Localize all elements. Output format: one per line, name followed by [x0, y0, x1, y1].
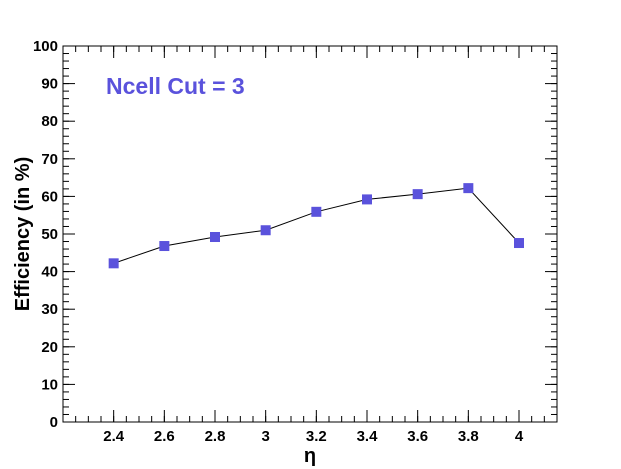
x-tick-label: 2.8: [205, 428, 226, 445]
data-point-marker: [210, 232, 220, 243]
data-point-marker: [514, 238, 524, 249]
x-tick-label: 3.2: [306, 428, 327, 445]
y-tick-label: 60: [41, 188, 58, 205]
y-tick-label: 40: [41, 264, 58, 281]
plot-frame: [62, 45, 558, 423]
y-tick-label: 0: [50, 414, 58, 431]
data-point-marker: [108, 258, 119, 269]
x-tick-label: 3.8: [458, 428, 479, 445]
x-tick-label: 3.4: [357, 428, 379, 445]
data-point-marker: [311, 206, 322, 217]
x-tick-label: 2.6: [154, 428, 175, 445]
chart-annotation: Ncell Cut = 3: [106, 73, 245, 99]
y-tick-label: 90: [41, 76, 58, 93]
x-axis-title: η: [304, 445, 316, 467]
y-tick-label: 20: [41, 339, 58, 356]
y-tick-label: 50: [41, 226, 58, 243]
x-tick-labels: 2.4 2.6 2.8 3 3.2 3.4 3.6 3.8 4: [103, 428, 524, 445]
data-markers: [108, 183, 524, 269]
x-tick-label: 3: [261, 428, 269, 445]
data-point-marker: [159, 241, 170, 252]
y-axis-title: Efficiency (in %): [12, 157, 34, 311]
y-tick-label: 10: [41, 376, 58, 393]
data-point-marker: [412, 189, 423, 200]
data-point-marker: [463, 183, 474, 194]
data-point-marker: [362, 194, 372, 205]
x-tick-label: 4: [515, 428, 524, 445]
x-tick-label: 2.4: [103, 428, 125, 445]
x-tick-label: 3.6: [407, 428, 428, 445]
y-tick-label: 70: [41, 151, 58, 168]
y-tick-label: 30: [41, 301, 58, 318]
y-tick-labels: 0 10 20 30 40 50 60 70 80 90 100: [33, 38, 58, 431]
y-tick-label: 100: [33, 38, 58, 55]
major-ticks: [63, 45, 557, 423]
y-tick-label: 80: [41, 113, 58, 130]
data-point-marker: [260, 225, 271, 236]
